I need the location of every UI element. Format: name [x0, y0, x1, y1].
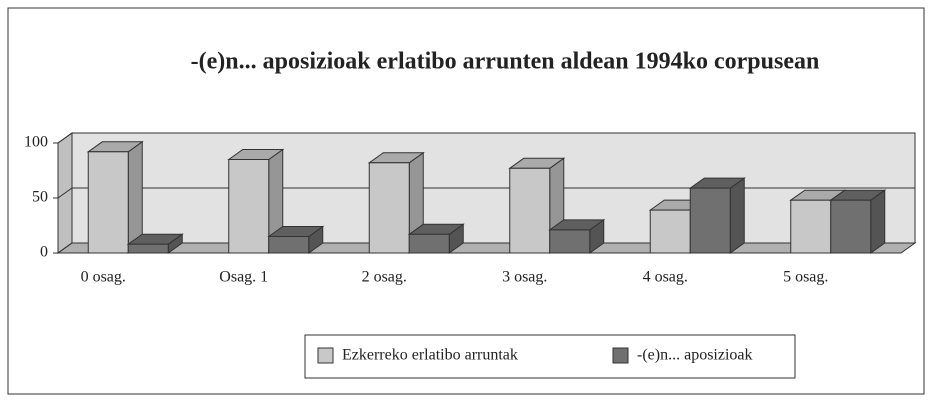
bar	[87, 151, 129, 254]
x-tick-label: Osag. 1	[219, 269, 268, 286]
bar-side	[870, 189, 886, 254]
bar	[228, 159, 270, 254]
x-tick-label: 2 osag.	[362, 269, 407, 286]
legend-swatch	[612, 347, 629, 364]
bar	[368, 162, 410, 254]
grid-line	[57, 187, 915, 199]
grid-line	[57, 132, 915, 144]
y-tick-label: 0	[40, 244, 48, 261]
x-tick-label: 3 osag.	[502, 269, 547, 286]
x-tick-label: 5 osag.	[783, 269, 828, 286]
y-tick-label: 100	[24, 134, 48, 151]
bar	[549, 229, 591, 254]
floor	[56, 242, 917, 254]
grid-line	[57, 242, 915, 254]
bar	[830, 199, 872, 254]
legend-label: -(e)n... aposizioak	[637, 347, 753, 364]
x-tick-label: 4 osag.	[643, 269, 688, 286]
bar	[509, 167, 551, 254]
legend-swatch	[317, 347, 334, 364]
bar-side	[729, 177, 745, 254]
bar	[268, 236, 310, 254]
y-tick-label: 50	[32, 189, 48, 206]
chart-title: -(e)n... aposizioak erlatibo arrunten al…	[191, 49, 820, 75]
bar	[127, 243, 169, 254]
legend-label: Ezkerreko erlatibo arruntak	[342, 347, 518, 364]
bar	[408, 233, 450, 254]
legend	[304, 334, 796, 379]
x-tick-label: 0 osag.	[81, 269, 126, 286]
bar	[649, 209, 691, 254]
bar	[689, 187, 731, 254]
bar	[790, 199, 832, 254]
